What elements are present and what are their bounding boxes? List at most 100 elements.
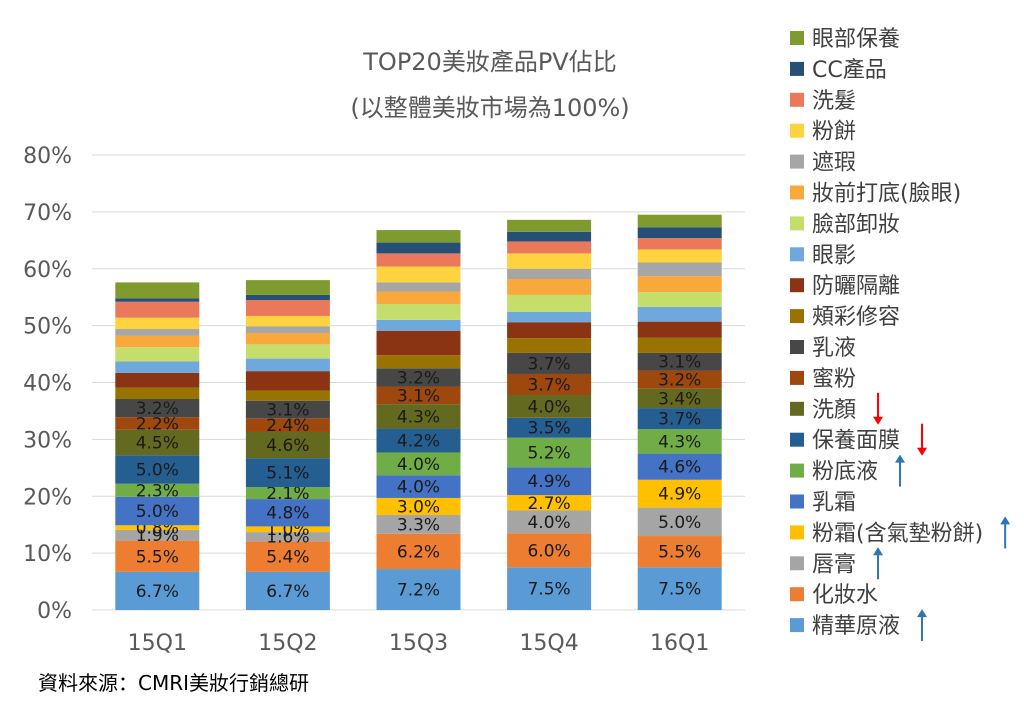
bar-segment	[376, 533, 461, 570]
bar-segment	[245, 532, 330, 542]
bar-segment	[637, 567, 722, 610]
legend-swatch	[790, 432, 804, 447]
legend-swatch	[790, 123, 804, 138]
data-label: 4.9%	[527, 472, 570, 492]
data-label: 3.2%	[658, 371, 701, 391]
bar-segment	[115, 496, 200, 526]
bar-segment	[376, 355, 461, 369]
bar-segment	[637, 249, 722, 263]
y-tick-label: 80%	[23, 144, 72, 169]
legend-swatch	[790, 587, 804, 602]
bar-segment	[115, 372, 200, 388]
data-label: 6.7%	[266, 582, 309, 602]
bar-segment	[245, 280, 330, 295]
bar-segment	[115, 387, 200, 399]
bar-segment	[376, 266, 461, 283]
bar-segment	[245, 294, 330, 301]
bar-segment	[507, 322, 592, 339]
bar-segment	[637, 408, 722, 430]
bars: 6.7%5.5%1.9%0.8%5.0%2.3%5.0%4.5%2.2%3.2%…	[115, 214, 722, 610]
legend-label: 眼影	[812, 243, 856, 268]
bar-segment	[637, 276, 722, 293]
legend-label: 化妝水	[812, 583, 878, 608]
legend-swatch	[790, 216, 804, 231]
bar-segment	[637, 321, 722, 338]
bar-segment	[637, 479, 722, 508]
bar-segment	[115, 483, 200, 497]
data-label: 5.0%	[136, 461, 179, 481]
arrow-up-icon	[1000, 516, 1011, 549]
data-label: 4.0%	[397, 455, 440, 475]
bar-segment	[245, 400, 330, 419]
x-tick-label: 15Q2	[258, 631, 317, 656]
y-axis: 0% 10% 20% 30% 40% 50% 60% 70% 80%	[23, 144, 72, 624]
data-label: 1.6%	[266, 528, 309, 548]
bar-segment	[507, 219, 592, 232]
data-label: 4.0%	[527, 397, 570, 417]
legend-swatch	[790, 92, 804, 107]
data-label: 5.0%	[658, 513, 701, 533]
bar-segment	[376, 368, 461, 387]
data-label: 3.5%	[527, 419, 570, 439]
bar-segment	[115, 455, 200, 484]
legend-swatch	[790, 463, 804, 478]
data-label: 4.9%	[658, 485, 701, 505]
bar-segment	[376, 515, 461, 534]
legend-label: 臉部卸妝	[812, 212, 900, 237]
data-label: 3.1%	[266, 401, 309, 421]
data-label: 4.0%	[527, 513, 570, 533]
data-label: 2.7%	[527, 494, 570, 514]
data-label: 5.1%	[266, 464, 309, 484]
bar-segment	[376, 330, 461, 356]
data-label: 3.7%	[527, 375, 570, 395]
bar-segment	[507, 373, 592, 396]
legend-swatch	[790, 154, 804, 169]
data-label: 4.6%	[658, 458, 701, 478]
bar-segment	[115, 417, 200, 430]
bar-segment	[245, 300, 330, 316]
data-label: 2.1%	[266, 484, 309, 504]
data-label: 5.5%	[658, 543, 701, 563]
data-label: 3.1%	[397, 386, 440, 406]
x-tick-label: 15Q3	[389, 631, 448, 656]
data-label: 3.7%	[527, 354, 570, 374]
bar-segment	[115, 329, 200, 336]
arrow-down-icon	[873, 392, 884, 425]
chart-subtitle: (以整體美妝市場為100%)	[350, 94, 629, 122]
legend-label: 粉霜(含氣墊粉餅)	[812, 521, 983, 546]
legend-label: CC產品	[812, 58, 887, 83]
legend-label: 粉餅	[812, 120, 856, 145]
bar-segment	[507, 253, 592, 269]
data-label: 5.5%	[136, 547, 179, 567]
bar-segment	[507, 338, 592, 353]
bar-segment	[245, 487, 330, 500]
bar-segment	[245, 499, 330, 527]
bar-segment	[245, 418, 330, 432]
bar-segment	[376, 569, 461, 610]
bar-segment	[637, 238, 722, 250]
legend-swatch	[790, 31, 804, 45]
x-tick-label: 16Q1	[650, 631, 709, 656]
legend-label: 洗顏	[812, 398, 856, 423]
legend-label: 蜜粉	[812, 367, 856, 392]
x-tick-label: 15Q1	[128, 631, 187, 656]
bar-segment	[637, 352, 722, 371]
data-label: 3.0%	[397, 497, 440, 517]
y-tick-label: 10%	[23, 542, 72, 567]
legend-swatch	[790, 185, 804, 200]
arrow-up-icon	[917, 609, 928, 642]
bar-segment	[245, 371, 330, 391]
bar-segment	[637, 536, 722, 568]
legend-label: 保養面膜	[812, 429, 900, 454]
data-label: 3.4%	[658, 389, 701, 409]
bar-segment	[245, 315, 330, 327]
bar-segment	[115, 525, 200, 530]
bar-segment	[637, 227, 722, 239]
legend-swatch	[790, 370, 804, 385]
source-note: 資料來源：CMRI美妝行銷總研	[38, 671, 309, 695]
bar-segment	[245, 431, 330, 459]
arrow-up-icon	[895, 454, 906, 487]
data-label: 1.9%	[136, 526, 179, 546]
bar-segment	[507, 231, 592, 242]
